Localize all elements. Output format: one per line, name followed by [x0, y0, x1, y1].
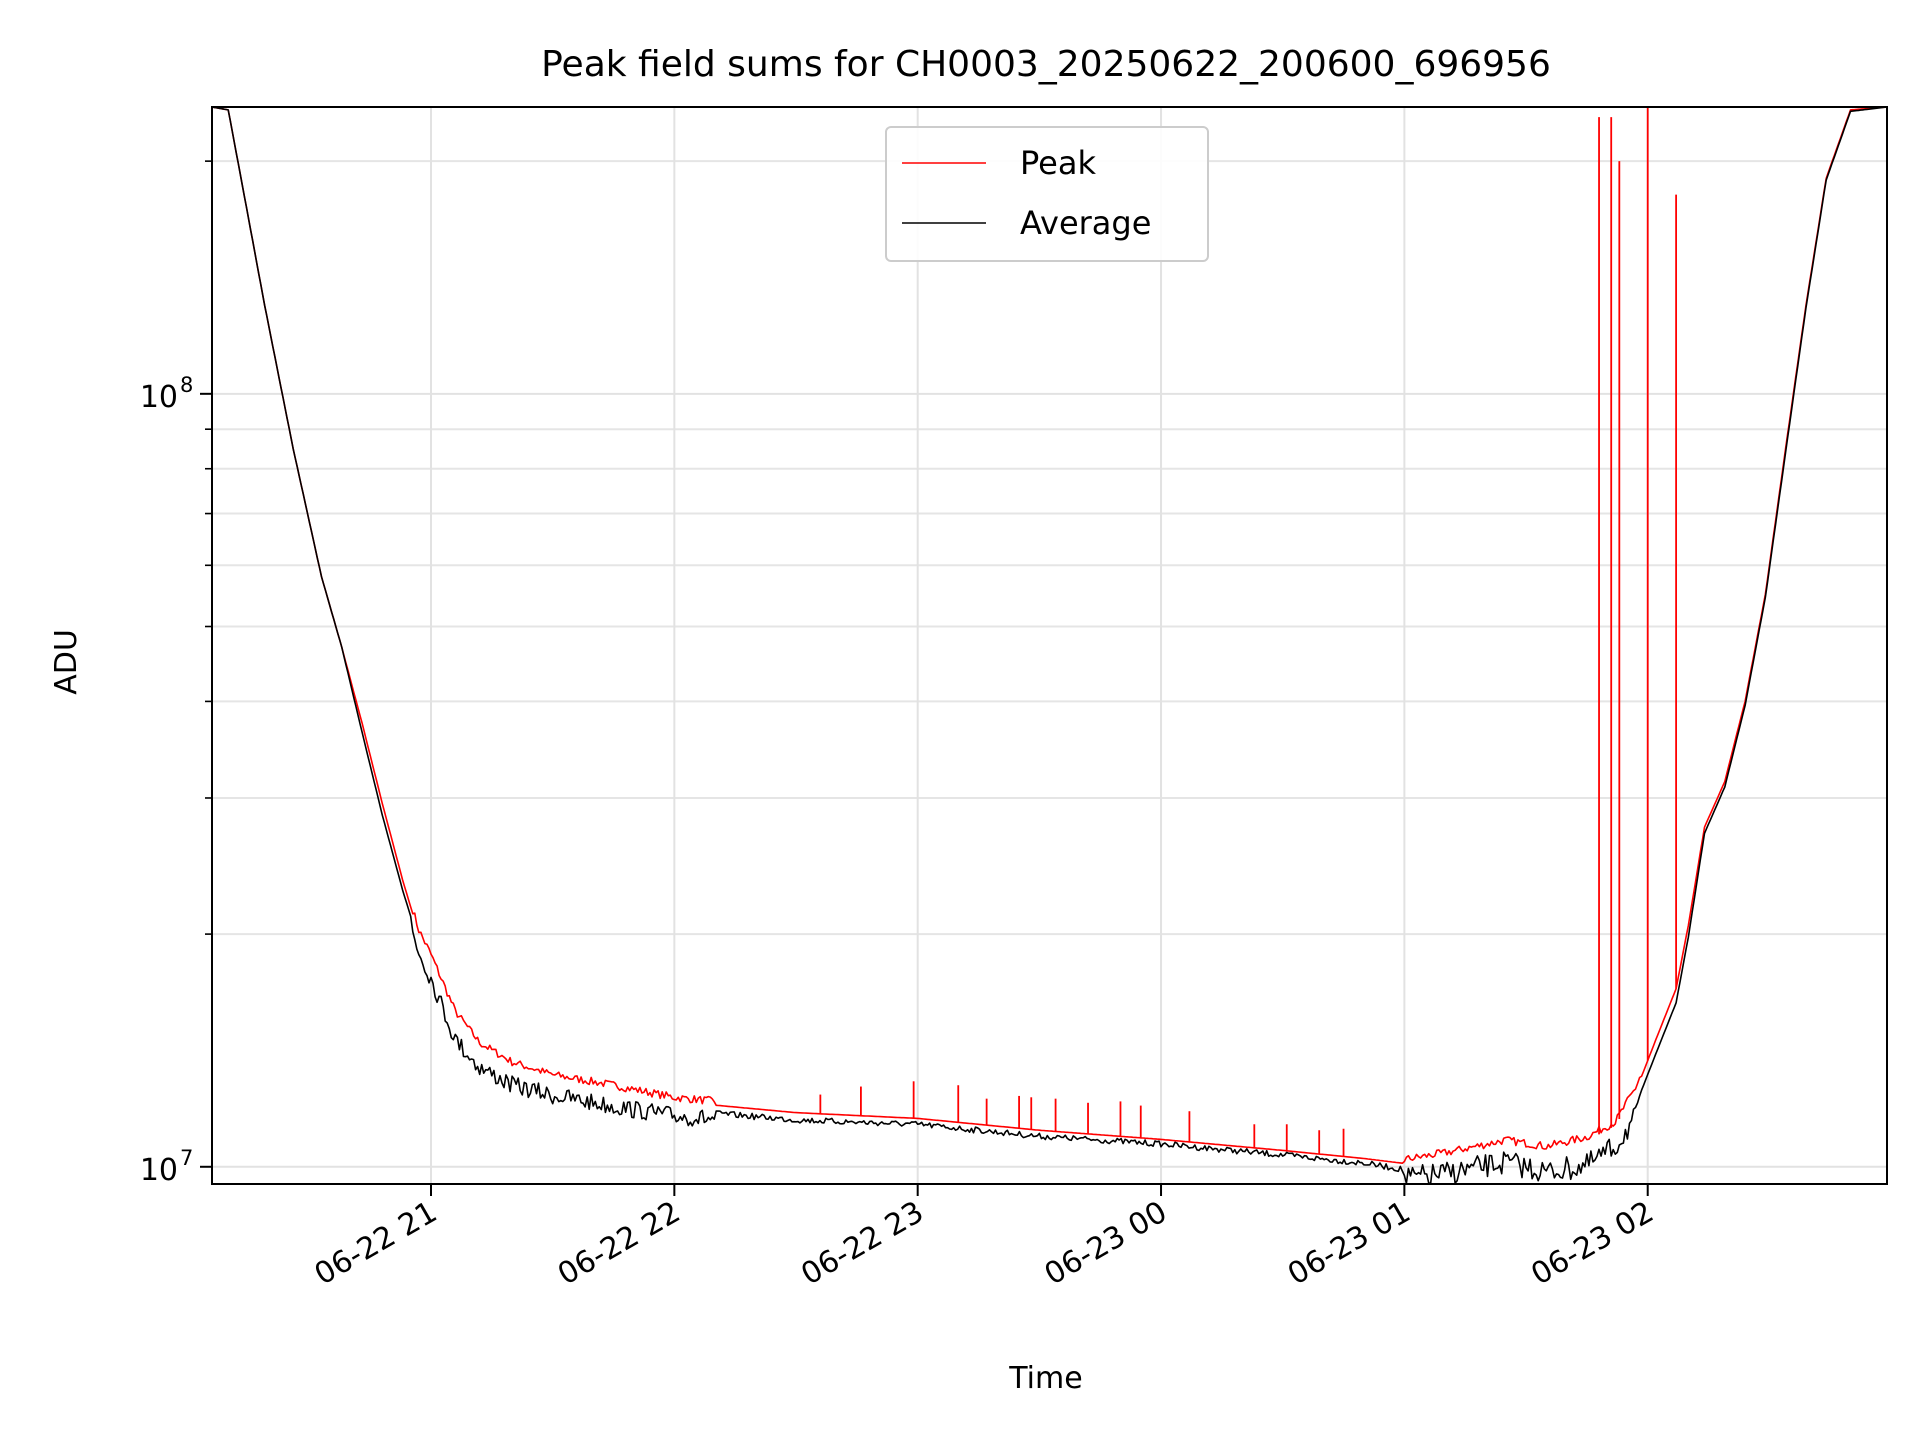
- series-line-average: [212, 107, 1887, 1184]
- grid: [212, 107, 1887, 1184]
- legend: Peak Average: [885, 126, 1209, 262]
- plot-series: [212, 107, 1887, 1184]
- x-axis-label: Time: [1008, 1361, 1082, 1396]
- plot-area: [212, 107, 1887, 1184]
- legend-box: [885, 126, 1209, 262]
- y-axis-label: ADU: [49, 629, 84, 695]
- y-tick-label: 10: [140, 1153, 178, 1188]
- axes-frame: [211, 106, 1888, 1185]
- series-line-peak: [212, 107, 1887, 1164]
- legend-label-average: Average: [1020, 204, 1151, 242]
- y-tick-label: 10: [140, 380, 178, 415]
- chart-title: Peak field sums for CH0003_20250622_2006…: [541, 44, 1551, 85]
- legend-label-peak: Peak: [1020, 144, 1096, 182]
- y-tick-label-exponent: 7: [180, 1146, 193, 1170]
- series-clip-group: [212, 107, 1887, 1184]
- y-tick-label-exponent: 8: [180, 373, 193, 397]
